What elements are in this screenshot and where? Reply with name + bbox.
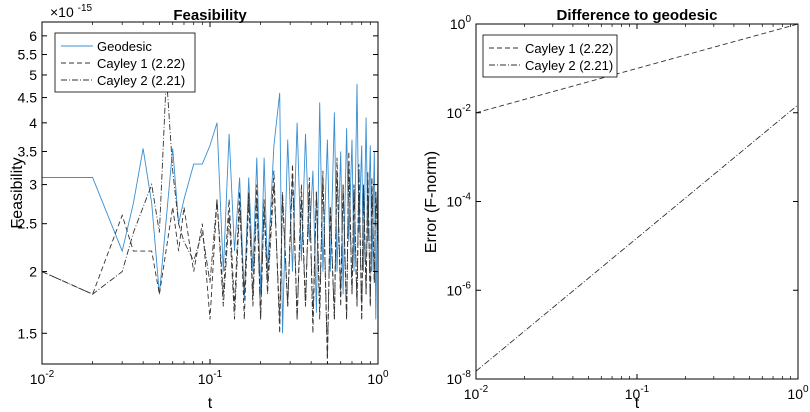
tick-group: 10-2 10-1 100 10-8 10-6 10-4 10-2 100 — [447, 14, 809, 402]
x-tick-label: 10-2 — [30, 369, 55, 387]
exponent-label: ×10 -15 — [50, 3, 93, 20]
y-axis-label: Error (F-norm) — [423, 151, 440, 253]
x-tick-label: 10-2 — [464, 384, 489, 402]
legend: Cayley 1 (2.22) Cayley 2 (2.21) — [482, 34, 618, 78]
y-tick-label: 4.5 — [18, 90, 38, 106]
y-tick-label: 3.5 — [18, 143, 38, 159]
x-axis-label: t — [208, 395, 213, 412]
legend-box — [482, 34, 618, 78]
y-tick-label: 10-4 — [447, 192, 472, 210]
y-tick-label: 10-2 — [447, 103, 472, 121]
legend-entry: Geodesic — [97, 39, 152, 54]
exponent-power: -15 — [78, 3, 93, 14]
y-tick-label: 4 — [29, 115, 37, 131]
y-axis-label: Feasibility — [9, 157, 26, 228]
y-tick-label: 5.5 — [18, 47, 38, 63]
y-tick-label: 3 — [29, 177, 37, 193]
series-line — [41, 151, 379, 365]
series-line — [42, 83, 379, 334]
y-tick-label: 5 — [29, 67, 37, 83]
x-tick-label: 10-1 — [625, 384, 650, 402]
legend-entry: Cayley 1 (2.22) — [97, 56, 185, 71]
y-tick-label: 6 — [29, 28, 37, 44]
feasibility-chart: Feasibility 10-2 10-1 100 1.5 2 2.5 3 3.5 4 4.5 5 5… — [9, 3, 389, 412]
chart-title: Difference to geodesic — [557, 7, 718, 24]
y-tick-label: 100 — [450, 14, 472, 32]
y-tick-label: 10-6 — [447, 280, 472, 298]
x-axis-label: t — [635, 395, 640, 412]
legend-entry: Cayley 2 (2.21) — [97, 73, 185, 88]
series-group — [475, 23, 799, 372]
y-tick-label: 2.5 — [18, 216, 38, 232]
series-line — [475, 104, 799, 372]
tick-group: 10-2 10-1 100 1.5 2 2.5 3 3.5 4 4.5 5 5.5 6 — [18, 22, 389, 387]
x-tick-label: 100 — [787, 384, 809, 402]
series-line — [41, 74, 379, 356]
series-group — [41, 74, 379, 365]
y-tick-label: 1.5 — [18, 325, 38, 341]
exponent-base: ×10 — [50, 4, 74, 20]
y-tick-label: 2 — [29, 264, 37, 280]
legend: Geodesic Cayley 1 (2.22) Cayley 2 (2.21) — [54, 32, 196, 93]
x-tick-label: 10-1 — [198, 369, 223, 387]
chart-title: Feasibility — [173, 7, 247, 24]
x-tick-label: 100 — [367, 369, 389, 387]
legend-entry: Cayley 1 (2.22) — [525, 41, 613, 56]
legend-entry: Cayley 2 (2.21) — [525, 58, 613, 73]
difference-chart: Difference to geodesic 10-2 10-1 10010-810… — [423, 7, 809, 412]
y-tick-label: 10-8 — [447, 369, 472, 387]
